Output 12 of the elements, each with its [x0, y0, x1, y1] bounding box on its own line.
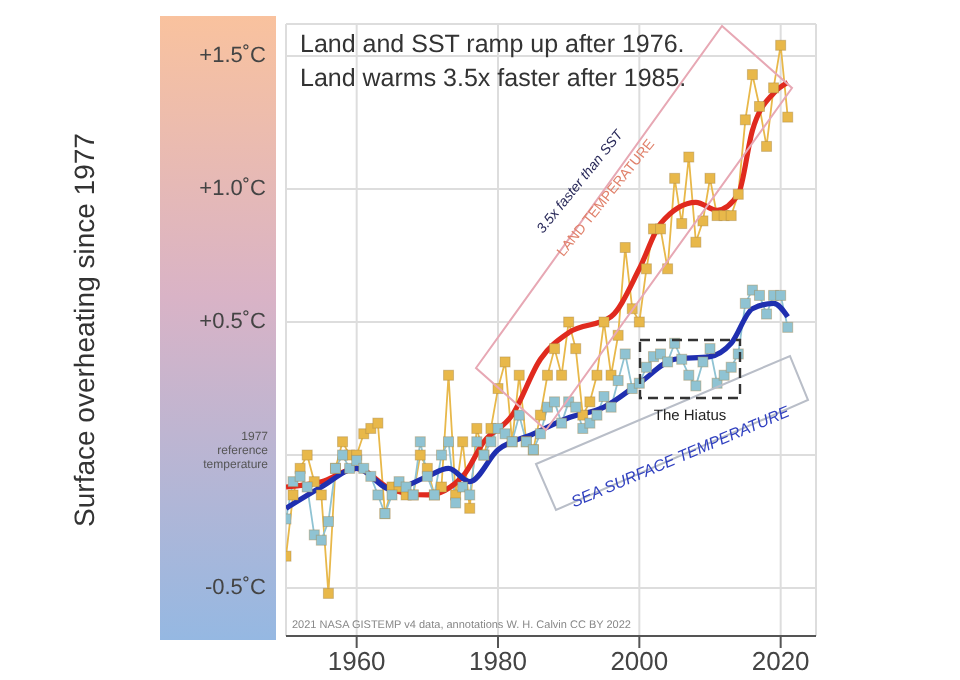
- line-series: [286, 300, 791, 511]
- x-tick-label: 2020: [751, 646, 810, 677]
- y-axis-title: Surface overheating since 1977: [68, 132, 100, 527]
- y-tick-label: +1.5˚C: [199, 43, 267, 68]
- y-tick-label: +0.5˚C: [199, 310, 267, 335]
- x-tick-label: 1980: [469, 646, 527, 677]
- x-tick-label: 2000: [610, 646, 669, 677]
- chart-title: Land and SST ramp up after 1976.: [300, 30, 685, 58]
- text: Land warms 3.5x faster after 1985.: [300, 64, 687, 92]
- x-tick-label: 1960: [327, 646, 386, 677]
- y-tick-label: -0.5˚C: [204, 576, 267, 601]
- y-tick-label: +1.0˚C: [199, 176, 267, 201]
